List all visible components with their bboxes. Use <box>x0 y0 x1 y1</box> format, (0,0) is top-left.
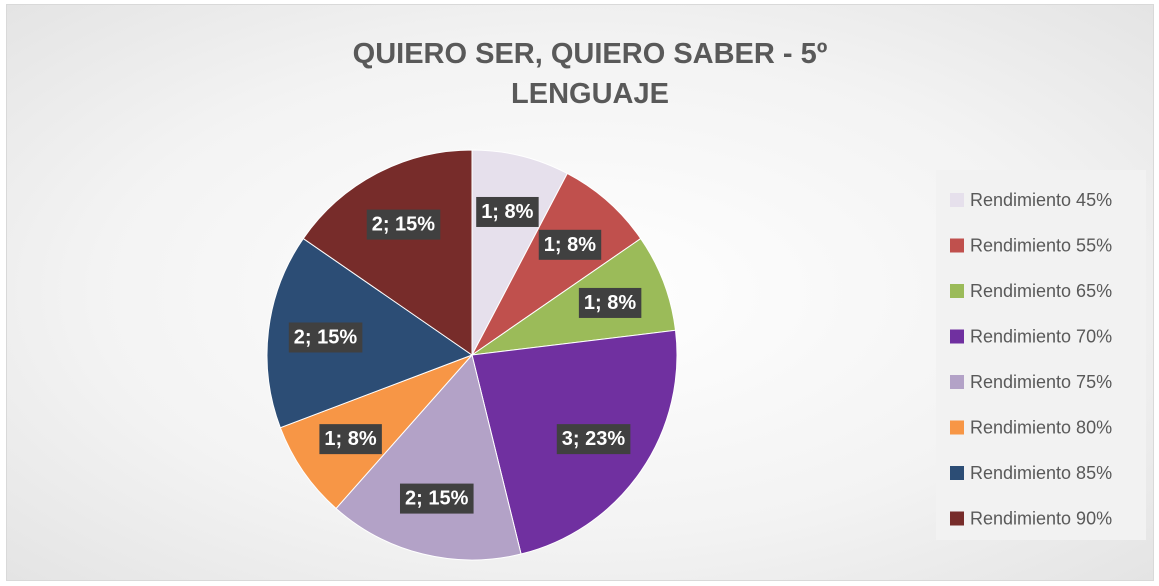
legend-label: Rendimiento 65% <box>970 281 1112 301</box>
data-label-box <box>556 424 631 455</box>
data-label-box <box>578 287 642 318</box>
legend-label: Rendimiento 45% <box>970 190 1112 210</box>
legend-label: Rendimiento 70% <box>970 326 1112 346</box>
legend-label: Rendimiento 75% <box>970 372 1112 392</box>
data-label: 1; 8% <box>584 292 636 314</box>
data-label-group: 3; 23% <box>556 424 631 455</box>
data-label-box <box>538 229 602 260</box>
legend-swatch <box>950 284 964 298</box>
legend-label: Rendimiento 90% <box>970 508 1112 528</box>
pie-slice <box>302 149 473 356</box>
legend-box <box>936 170 1146 540</box>
legend-swatch <box>950 329 964 344</box>
legend-label: Rendimiento 55% <box>970 235 1112 255</box>
legend-swatch <box>950 193 964 207</box>
data-label-group: 2; 15% <box>366 209 441 240</box>
data-label-group: 2; 15% <box>399 483 474 514</box>
data-label-group: 1; 8% <box>319 424 382 455</box>
data-label-group: 2; 15% <box>288 322 363 353</box>
data-label: 1; 8% <box>544 234 596 256</box>
data-label-box <box>366 209 441 240</box>
data-label-box <box>288 322 363 353</box>
data-label: 1; 8% <box>481 201 533 223</box>
legend-swatch <box>950 238 964 253</box>
data-label: 3; 23% <box>562 428 626 450</box>
legend-swatch <box>950 420 964 435</box>
data-label: 2; 15% <box>294 326 358 348</box>
data-label-group: 1; 8% <box>476 196 539 227</box>
data-label-group: 1; 8% <box>538 229 602 260</box>
legend-swatch <box>950 511 964 526</box>
data-label: 2; 15% <box>372 214 436 236</box>
data-label: 1; 8% <box>324 428 376 450</box>
legend-label: Rendimiento 80% <box>970 417 1112 437</box>
pie-slice <box>335 353 522 561</box>
data-label-group: 1; 8% <box>578 287 642 318</box>
data-label-box <box>476 196 539 227</box>
pie-slice <box>471 172 642 356</box>
legend-swatch <box>950 466 964 480</box>
chart-title: QUIERO SER, QUIERO SABER - 5º LENGUAJE <box>352 38 828 110</box>
data-label: 2; 15% <box>405 488 469 510</box>
data-label-box <box>399 483 474 514</box>
legend-label: Rendimiento 85% <box>970 463 1112 483</box>
data-label-box <box>319 424 382 455</box>
legend-swatch <box>950 375 964 389</box>
pie-slice <box>471 237 677 356</box>
pie-slice <box>266 237 474 429</box>
